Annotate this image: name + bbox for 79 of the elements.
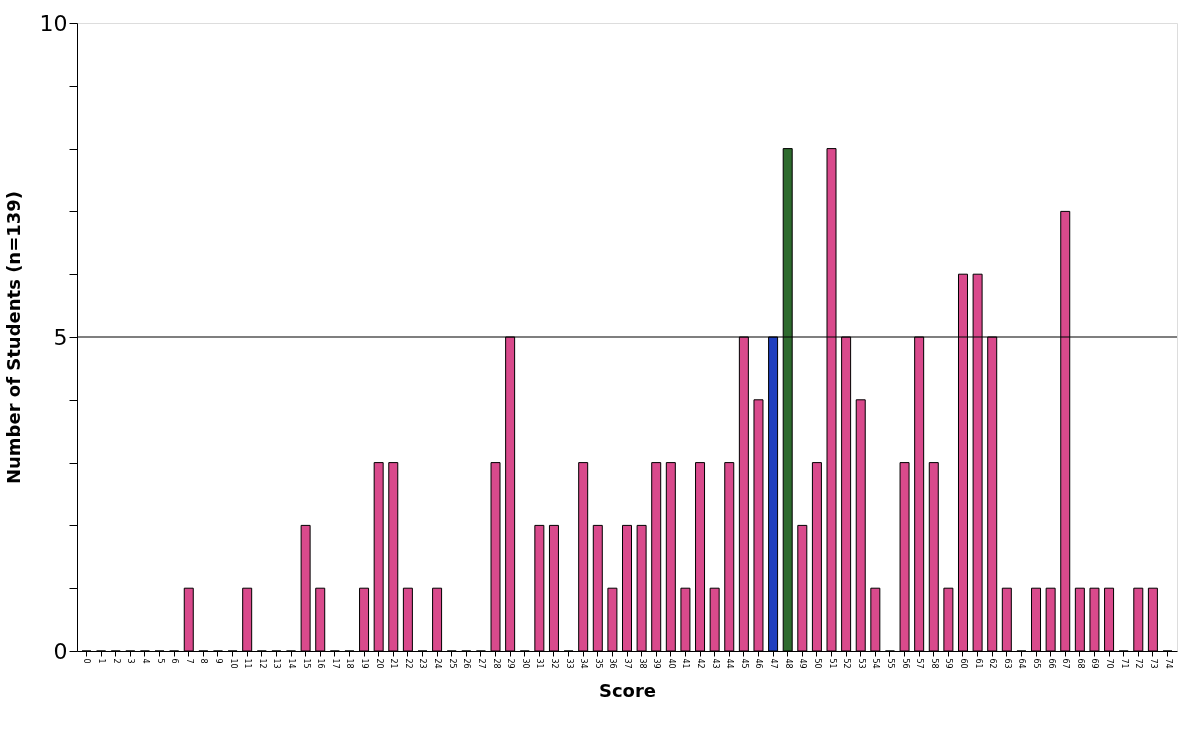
x-tick-label: 74 xyxy=(1163,658,1173,669)
x-tick-label: 28 xyxy=(491,658,501,669)
x-axis-title: Score xyxy=(598,679,657,701)
x-tick-label: 25 xyxy=(447,658,457,669)
x-tick-label: 67 xyxy=(1061,658,1071,669)
x-tick-label: 36 xyxy=(608,658,618,669)
x-tick-label: 58 xyxy=(929,658,939,669)
x-tick-label: 44 xyxy=(725,658,735,669)
x-tick-label: 32 xyxy=(549,658,559,669)
x-tick-label: 51 xyxy=(827,658,837,669)
y-tick-label: 5 xyxy=(53,324,68,350)
x-tick-label: 24 xyxy=(433,658,443,669)
x-tick-label: 12 xyxy=(257,658,267,669)
x-tick-label: 26 xyxy=(462,658,472,669)
x-tick-label: 9 xyxy=(213,658,223,664)
x-tick-label: 14 xyxy=(287,658,297,669)
x-tick-label: 15 xyxy=(301,658,311,669)
x-tick-label: 72 xyxy=(1134,658,1144,669)
x-tick-label: 66 xyxy=(1046,658,1056,669)
x-tick-label: 38 xyxy=(637,658,647,669)
x-tick-label: 34 xyxy=(579,658,589,669)
x-tick-label: 45 xyxy=(739,658,749,669)
x-tick-label: 29 xyxy=(506,658,516,669)
x-tick-label: 39 xyxy=(652,658,662,669)
x-tick-label: 37 xyxy=(623,658,632,669)
x-tick-label: 57 xyxy=(915,658,925,669)
x-tick-label: 5 xyxy=(155,658,165,664)
x-tick-label: 49 xyxy=(798,658,808,669)
x-tick-label: 48 xyxy=(783,658,793,669)
x-tick-label: 46 xyxy=(754,658,764,669)
x-tick-label: 21 xyxy=(389,658,399,669)
x-tick-label: 17 xyxy=(330,658,340,669)
y-tick-label: 10 xyxy=(39,10,68,36)
x-tick-label: 60 xyxy=(958,658,968,669)
x-tick-label: 50 xyxy=(812,658,822,669)
x-tick-label: 73 xyxy=(1148,658,1158,669)
x-tick-label: 40 xyxy=(666,658,676,669)
x-tick-label: 2 xyxy=(111,658,121,664)
x-tick-label: 55 xyxy=(885,658,895,669)
x-tick-label: 42 xyxy=(696,658,706,669)
x-tick-label: 23 xyxy=(418,658,428,669)
x-tick-label: 13 xyxy=(272,658,282,669)
x-tick-label: 71 xyxy=(1119,658,1129,669)
x-tick-label: 1 xyxy=(97,658,107,664)
x-tick-label: 43 xyxy=(710,658,720,669)
x-tick-label: 7 xyxy=(184,658,194,664)
x-tick-label: 68 xyxy=(1075,658,1085,669)
x-tick-label: 22 xyxy=(403,658,413,669)
x-tick-label: 6 xyxy=(170,658,180,664)
x-tick-label: 31 xyxy=(535,658,545,669)
x-tick-label: 4 xyxy=(140,658,150,664)
x-tick-label: 54 xyxy=(871,658,881,669)
x-tick-label: 47 xyxy=(769,658,779,669)
x-tick-label: 11 xyxy=(243,658,253,669)
y-axis-title: Number of Students (n=139) xyxy=(2,190,24,485)
x-tick-label: 56 xyxy=(900,658,910,669)
x-tick-label: 8 xyxy=(199,658,209,664)
x-tick-label: 30 xyxy=(520,658,530,669)
x-tick-label: 52 xyxy=(842,658,852,669)
x-tick-label: 70 xyxy=(1105,658,1115,669)
x-tick-label: 69 xyxy=(1090,658,1100,669)
x-tick-label: 0 xyxy=(82,658,92,664)
x-tick-label: 64 xyxy=(1017,658,1027,669)
x-tick-label: 10 xyxy=(228,658,238,669)
x-tick-label: 18 xyxy=(345,658,355,669)
x-tick-label: 65 xyxy=(1032,658,1042,669)
x-tick-label: 3 xyxy=(126,658,136,664)
x-tick-label: 19 xyxy=(360,658,370,669)
x-tick-label: 16 xyxy=(316,658,326,669)
x-tick-label: 35 xyxy=(593,658,603,669)
x-tick-label: 20 xyxy=(374,658,384,669)
x-tick-label: 63 xyxy=(1002,658,1012,669)
x-tick-label: 61 xyxy=(973,658,983,669)
x-tick-label: 41 xyxy=(681,658,691,669)
x-tick-label: 27 xyxy=(476,658,486,669)
x-tick-label: 62 xyxy=(988,658,998,669)
x-tick-label: 33 xyxy=(564,658,574,669)
x-tick-label: 59 xyxy=(944,658,954,669)
x-tick-label: 53 xyxy=(856,658,866,669)
